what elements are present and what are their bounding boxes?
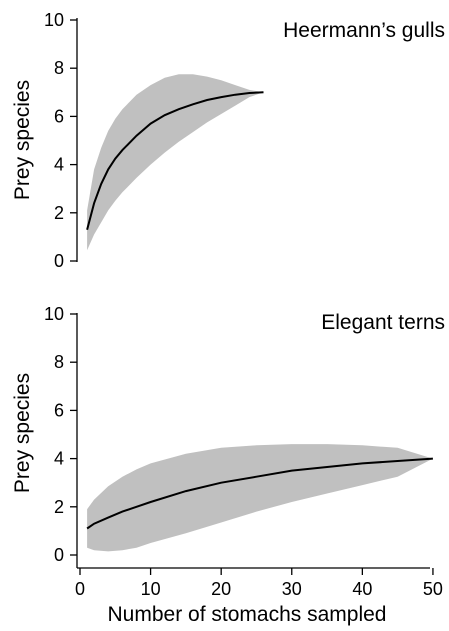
x-axis-title: Number of stomachs sampled bbox=[108, 603, 387, 626]
top-y-ticks: 0 2 4 6 8 10 bbox=[44, 10, 77, 271]
x-tick-label: 50 bbox=[423, 579, 443, 599]
top-mean-curve bbox=[86, 91, 264, 230]
top-y-axis-title: Prey species bbox=[11, 80, 34, 200]
y-tick-label: 2 bbox=[54, 497, 64, 517]
top-confidence-band bbox=[87, 74, 264, 251]
y-tick-label: 8 bbox=[54, 58, 64, 78]
y-tick-label: 6 bbox=[54, 400, 64, 420]
bottom-confidence-band bbox=[87, 444, 433, 552]
y-tick-label: 6 bbox=[54, 106, 64, 126]
panel-elegant-terns: 0 2 4 6 8 10 0 10 20 30 40 50 Elegant terns Prey s… bbox=[11, 304, 445, 626]
y-tick-label: 0 bbox=[54, 545, 64, 565]
x-tick-label: 30 bbox=[282, 579, 302, 599]
y-tick-label: 10 bbox=[44, 304, 64, 324]
bottom-x-ticks: 0 10 20 30 40 50 bbox=[75, 568, 443, 599]
bottom-panel-title: Elegant terns bbox=[321, 311, 445, 334]
x-tick-label: 20 bbox=[211, 579, 231, 599]
panel-heermanns-gulls: 0 2 4 6 8 10 Heermann’s gulls Prey species bbox=[11, 10, 445, 271]
y-tick-label: 4 bbox=[54, 449, 64, 469]
x-tick-label: 10 bbox=[141, 579, 161, 599]
bottom-y-ticks: 0 2 4 6 8 10 bbox=[44, 304, 77, 565]
bottom-mean-curve bbox=[86, 457, 433, 530]
y-tick-label: 0 bbox=[54, 251, 64, 271]
x-tick-label: 40 bbox=[352, 579, 372, 599]
bottom-y-axis-title: Prey species bbox=[11, 373, 34, 493]
y-tick-label: 10 bbox=[44, 10, 64, 30]
y-tick-label: 8 bbox=[54, 352, 64, 372]
y-tick-label: 2 bbox=[54, 203, 64, 223]
x-tick-label: 0 bbox=[75, 579, 85, 599]
y-tick-label: 4 bbox=[54, 155, 64, 175]
top-panel-title: Heermann’s gulls bbox=[283, 19, 445, 42]
